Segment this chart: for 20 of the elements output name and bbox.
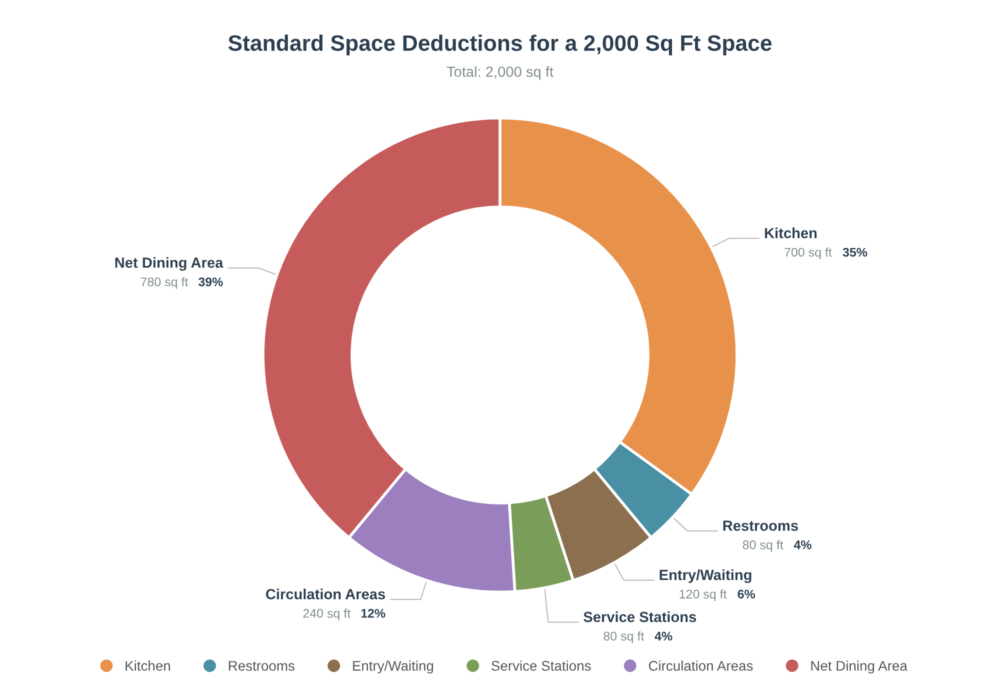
slice-label: Net Dining Area bbox=[115, 257, 224, 271]
slice-label: Entry/Waiting bbox=[660, 569, 752, 584]
data-label: 780 sq ft 39% bbox=[140, 277, 223, 289]
legend-label: Entry/Waiting bbox=[353, 660, 434, 674]
data-label: 240 sq ft 12% bbox=[303, 608, 386, 620]
slice-label: Kitchen bbox=[764, 228, 817, 238]
legend-label: Kitchen bbox=[126, 660, 170, 671]
legend-label: Net Dining Area bbox=[811, 660, 908, 674]
legend-label: Circulation Areas bbox=[648, 660, 753, 671]
data-label: 80 sq ft 4% bbox=[742, 540, 812, 552]
chart-subtitle: Total: 2,000 sq ft bbox=[446, 66, 554, 80]
legend-label: Service Stations bbox=[492, 660, 591, 671]
legend-label: Restrooms bbox=[228, 661, 294, 671]
data-label: 700 sq ft 35% bbox=[784, 248, 868, 260]
slice-label: Circulation Areas bbox=[266, 588, 385, 600]
slice-label: Service Stations bbox=[584, 611, 696, 622]
data-label: 120 sq ft 6% bbox=[680, 589, 756, 602]
chart-title: Standard Space Deductions for a 2,000 Sq Ft Space bbox=[228, 34, 772, 56]
data-label: 80 sq ft 4% bbox=[604, 631, 672, 644]
slice-label: Restrooms bbox=[723, 520, 798, 531]
